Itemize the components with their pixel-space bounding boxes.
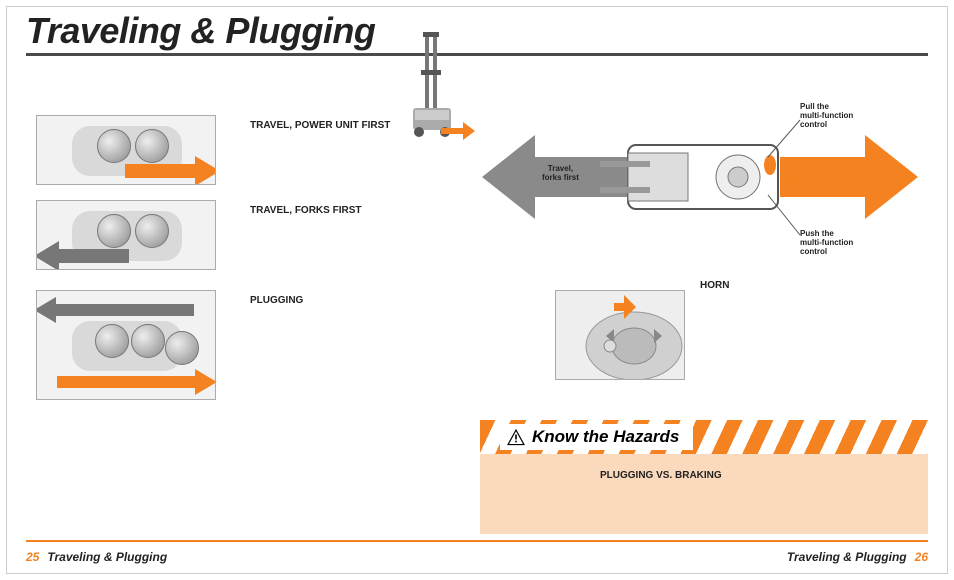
arrow-right-icon	[125, 156, 216, 185]
diagram-right-label: Travel,power unit first	[780, 165, 850, 183]
diagram-top-note: Pull themulti-functioncontrol	[800, 103, 853, 129]
diagram-bottom-note: Push themulti-functioncontrol	[800, 230, 853, 256]
arrow-left-icon	[36, 297, 194, 323]
horn-label: HORN	[700, 280, 729, 291]
figure-travel-forks-first	[36, 200, 216, 270]
arrow-right-icon	[57, 369, 216, 395]
hazard-heading: Know the Hazards	[500, 424, 693, 450]
footer-left-text: Traveling & Plugging	[47, 550, 167, 564]
header-rule	[26, 53, 928, 56]
caption-3: PLUGGING	[250, 295, 303, 306]
warning-icon	[506, 428, 526, 446]
footer-right: Traveling & Plugging 26	[787, 550, 928, 564]
travel-direction-diagram: Travel,forks first Travel,power unit fir…	[480, 95, 920, 280]
hazard-body	[480, 454, 928, 534]
caption-1: TRAVEL, POWER UNIT FIRST	[250, 120, 390, 131]
forklift-hero-icon	[385, 30, 475, 140]
caption-2: TRAVEL, FORKS FIRST	[250, 205, 361, 216]
footer-right-page-num: 26	[915, 550, 928, 564]
page-title: Traveling & Plugging	[26, 10, 375, 52]
hazard-subtitle: PLUGGING VS. BRAKING	[600, 470, 722, 481]
figure-plugging	[36, 290, 216, 400]
diagram-left-label: Travel,forks first	[542, 165, 579, 183]
hazard-title-text: Know the Hazards	[532, 427, 679, 447]
arrow-left-icon	[36, 241, 129, 270]
footer-right-text: Traveling & Plugging	[787, 550, 907, 564]
figure-horn	[555, 290, 685, 380]
figure-travel-power-unit-first	[36, 115, 216, 185]
footer-left-page-num: 25	[26, 550, 39, 564]
footer-left: 25 Traveling & Plugging	[26, 550, 167, 564]
footer-rule	[26, 540, 928, 542]
